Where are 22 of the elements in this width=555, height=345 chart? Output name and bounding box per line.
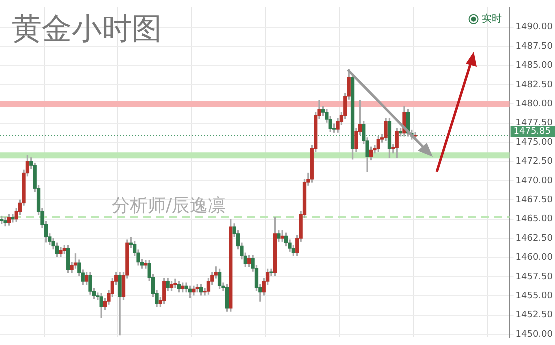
- y-tick-label: 1462.50: [516, 234, 554, 244]
- candlestick: [270, 268, 274, 276]
- y-tick-label: 1457.50: [516, 272, 554, 282]
- y-tick-label: 1472.50: [516, 157, 554, 168]
- y-tick-label: 1452.50: [516, 310, 554, 321]
- chart-title: 黄金小时图: [12, 12, 162, 47]
- y-tick-label: 1465.00: [516, 214, 554, 225]
- y-tick-label: 1482.50: [516, 80, 554, 90]
- candlestick: [174, 278, 178, 288]
- ref-line-label: 1475.85: [514, 126, 551, 137]
- y-tick-label: 1490.00: [516, 22, 554, 33]
- y-tick-label: 1470.00: [516, 176, 554, 186]
- annotation: 分析师/辰逸凛: [112, 196, 226, 217]
- y-tick-label: 1467.50: [516, 195, 554, 206]
- y-tick-label: 1487.50: [516, 42, 554, 52]
- legend-label: 实时: [482, 12, 502, 25]
- y-tick-label: 1455.00: [516, 291, 554, 302]
- y-tick-label: 1460.00: [516, 253, 554, 264]
- y-tick-label: 1480.00: [516, 100, 554, 110]
- y-tick-label: 1475.00: [516, 138, 554, 148]
- y-tick-label: 1450.00: [516, 330, 554, 340]
- y-tick-label: 1485.00: [516, 61, 554, 72]
